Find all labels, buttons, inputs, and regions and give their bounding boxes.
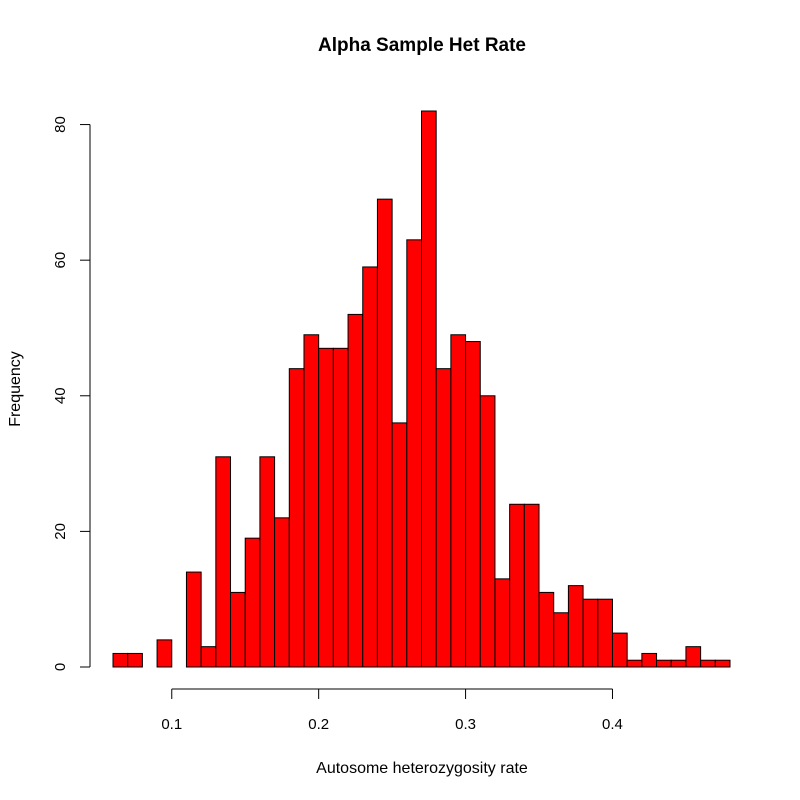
histogram-bar (450, 334, 467, 668)
histogram-bar (376, 198, 393, 668)
histogram-bar (230, 591, 246, 668)
chart-title: Alpha Sample Het Rate (318, 35, 526, 56)
histogram-bar (274, 517, 290, 668)
histogram-bar (611, 632, 628, 668)
histogram-bar (494, 578, 511, 668)
histogram-bar (362, 266, 378, 668)
histogram-bar (185, 571, 202, 668)
x-axis: 0.1 0.2 0.3 0.4 (161, 688, 623, 733)
histogram-bar (391, 422, 408, 668)
y-tick-label: 0 (52, 663, 69, 671)
y-axis: 0 20 40 60 80 (52, 116, 91, 671)
histogram-bar (582, 598, 599, 668)
histogram-bar (553, 612, 569, 668)
histogram-bar (714, 659, 731, 668)
x-tick-label: 0.4 (602, 716, 623, 733)
x-tick-label: 0.3 (455, 716, 476, 733)
histogram-bar (509, 503, 525, 668)
y-axis-label: Frequency (7, 351, 24, 427)
x-tick-label: 0.1 (161, 716, 182, 733)
histogram-bar (626, 659, 643, 668)
histogram-bar (288, 368, 305, 668)
histogram-bar (215, 456, 232, 668)
histogram-bar (112, 652, 129, 668)
histogram-bar (347, 313, 364, 668)
histogram-bar (538, 591, 555, 668)
histogram-bar (523, 503, 540, 668)
y-tick-label: 40 (52, 387, 69, 404)
y-tick-label: 60 (52, 252, 69, 269)
histogram-bar (156, 639, 173, 668)
histogram-bar (303, 334, 320, 668)
histogram-bar (465, 341, 481, 668)
y-tick-label: 20 (52, 523, 69, 540)
histogram-bar (244, 537, 261, 668)
histogram-bar (641, 652, 658, 668)
histogram-bar (200, 646, 217, 668)
y-tick-label: 80 (52, 116, 69, 133)
histogram-bar (127, 652, 143, 668)
histogram-bar (435, 368, 452, 668)
histogram-bar (259, 456, 276, 668)
histogram-bar (597, 598, 613, 668)
x-axis-label: Autosome heterozygosity rate (316, 760, 528, 777)
histogram-bar (685, 646, 702, 668)
histogram-bar (700, 659, 716, 668)
histogram-bar (670, 659, 687, 668)
histogram-bar (406, 239, 422, 668)
histogram-bar (332, 347, 349, 668)
histogram-bar (318, 347, 334, 668)
x-tick-label: 0.2 (308, 716, 329, 733)
histogram-bar (479, 395, 496, 668)
histogram-bar (656, 659, 672, 668)
histogram-bar (421, 110, 437, 668)
bars-group (112, 110, 731, 668)
histogram-bar (567, 585, 584, 668)
